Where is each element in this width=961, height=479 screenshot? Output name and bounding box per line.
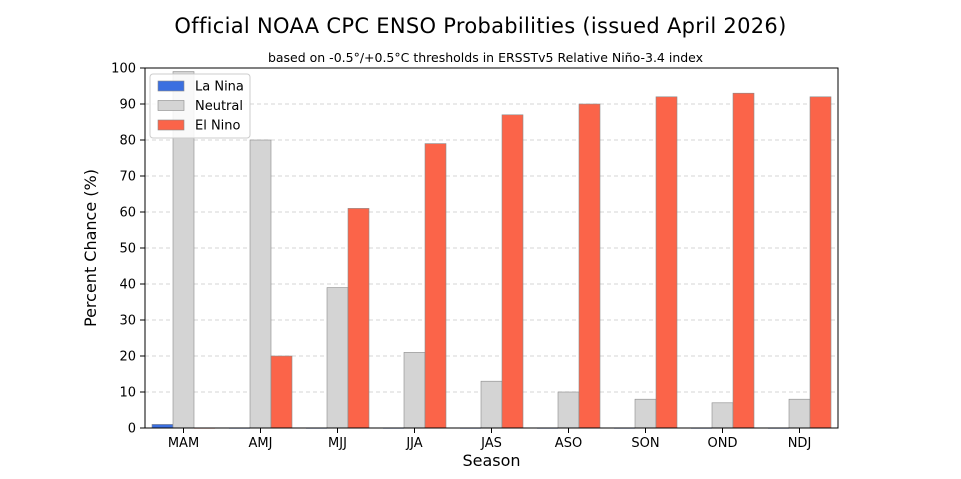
y-tick-label: 70 bbox=[119, 170, 136, 185]
x-tick-label: MAM bbox=[168, 436, 199, 451]
bar-neutral bbox=[557, 391, 580, 429]
bar-neutral bbox=[480, 380, 503, 429]
y-tick-label: 0 bbox=[128, 422, 136, 437]
bar-el-nino bbox=[347, 208, 370, 429]
bar-el-nino bbox=[424, 143, 447, 429]
bar-el-nino bbox=[270, 355, 293, 429]
bars bbox=[151, 71, 832, 429]
x-tick-label: NDJ bbox=[788, 436, 812, 451]
y-tick-label: 60 bbox=[119, 206, 136, 221]
y-tick-label: 100 bbox=[111, 62, 136, 77]
x-axis: MAM AMJ MJJ JJA JAS ASO SON OND NDJ bbox=[168, 428, 811, 451]
bar-el-nino bbox=[578, 103, 601, 429]
bar-el-nino bbox=[501, 114, 524, 429]
x-tick-label: AMJ bbox=[249, 436, 273, 451]
x-tick-label: MJJ bbox=[328, 436, 347, 451]
x-tick-label: SON bbox=[631, 436, 659, 451]
legend-swatch bbox=[157, 119, 185, 131]
bar-neutral bbox=[634, 398, 657, 429]
y-tick-label: 40 bbox=[119, 278, 136, 293]
chart-subtitle: based on -0.5°/+0.5°C thresholds in ERSS… bbox=[267, 50, 704, 65]
x-tick-label: ASO bbox=[555, 436, 582, 451]
chart-title: Official NOAA CPC ENSO Probabilities (is… bbox=[174, 14, 787, 38]
bar-neutral bbox=[326, 287, 349, 429]
legend-swatch bbox=[157, 80, 185, 92]
x-tick-label: OND bbox=[708, 436, 738, 451]
bar-neutral bbox=[249, 139, 272, 429]
legend-label: La Nina bbox=[195, 80, 244, 95]
bar-la-nina bbox=[151, 424, 174, 429]
y-tick-label: 10 bbox=[119, 386, 136, 401]
bar-el-nino bbox=[732, 92, 755, 429]
legend-swatch bbox=[157, 100, 185, 111]
bar-el-nino bbox=[655, 96, 678, 429]
y-tick-label: 50 bbox=[119, 242, 136, 257]
legend: La Nina Neutral El Nino bbox=[149, 73, 251, 139]
x-axis-label: Season bbox=[462, 451, 520, 470]
bar-neutral bbox=[403, 352, 426, 429]
y-axis: 0 10 20 30 40 50 60 70 80 90 100 bbox=[111, 62, 145, 437]
bar-el-nino bbox=[809, 96, 832, 429]
x-tick-label: JJA bbox=[405, 436, 422, 451]
y-tick-label: 80 bbox=[119, 134, 136, 149]
y-tick-label: 20 bbox=[119, 350, 136, 365]
y-tick-label: 30 bbox=[119, 314, 136, 329]
y-tick-label: 90 bbox=[119, 98, 136, 113]
bar-neutral bbox=[711, 402, 734, 429]
legend-label: Neutral bbox=[195, 99, 243, 114]
bar-neutral bbox=[788, 398, 811, 429]
x-tick-label: JAS bbox=[480, 436, 502, 451]
y-axis-label: Percent Chance (%) bbox=[81, 169, 100, 327]
legend-label: El Nino bbox=[195, 119, 241, 134]
